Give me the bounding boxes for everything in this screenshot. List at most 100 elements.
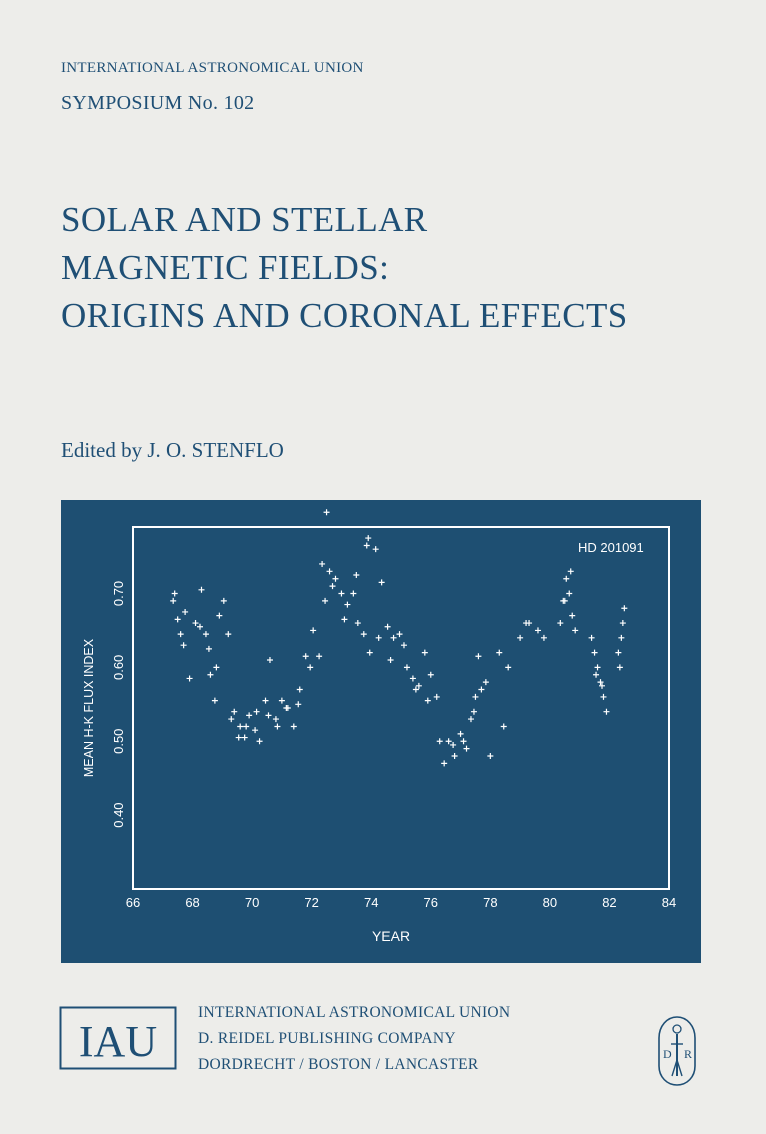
data-point (457, 730, 464, 737)
data-point (467, 716, 474, 723)
data-point (290, 723, 297, 730)
data-point (202, 631, 209, 638)
y-tick-label: 0.60 (111, 655, 126, 680)
data-point (353, 572, 360, 579)
data-point (225, 631, 232, 638)
data-point (534, 627, 541, 634)
data-point (307, 664, 314, 671)
editor-credit: Edited by J. O. STENFLO (61, 438, 284, 462)
data-point (400, 642, 407, 649)
publisher-line-1: INTERNATIONAL ASTRONOMICAL UNION (198, 1004, 511, 1021)
data-point (296, 686, 303, 693)
data-point (198, 586, 205, 593)
data-point (186, 675, 193, 682)
data-point (593, 671, 600, 678)
reidel-logo-letter-r: R (684, 1047, 692, 1061)
data-point (344, 601, 351, 608)
data-point (621, 605, 628, 612)
data-point (387, 656, 394, 663)
data-point (375, 634, 382, 641)
data-point (441, 760, 448, 767)
data-point (540, 634, 547, 641)
data-point (619, 620, 626, 627)
x-tick-label: 82 (602, 895, 616, 910)
data-point (182, 608, 189, 615)
data-point (213, 664, 220, 671)
data-point (600, 693, 607, 700)
data-point (237, 723, 244, 730)
data-point (615, 649, 622, 656)
data-point (354, 620, 361, 627)
data-point (460, 738, 467, 745)
data-point (463, 745, 470, 752)
data-point (396, 631, 403, 638)
data-point (563, 575, 570, 582)
publisher-line-3: DORDRECHT / BOSTON / LANCASTER (198, 1056, 479, 1073)
data-point (283, 705, 290, 711)
x-tick-label: 80 (543, 895, 557, 910)
data-point (478, 686, 485, 693)
data-point (207, 671, 214, 678)
data-point (323, 509, 330, 516)
data-point (451, 753, 458, 760)
y-axis-label: MEAN H-K FLUX INDEX (82, 638, 96, 777)
data-point (319, 560, 326, 567)
publisher-line-2: D. REIDEL PUBLISHING COMPANY (198, 1030, 456, 1047)
data-point (295, 701, 302, 708)
x-tick-label: 78 (483, 895, 497, 910)
data-point (517, 634, 524, 641)
data-point (177, 631, 184, 638)
data-point (412, 686, 419, 693)
data-point (618, 634, 625, 641)
data-point (566, 590, 573, 597)
data-point (332, 575, 339, 582)
data-point (197, 623, 203, 630)
data-point (523, 620, 530, 627)
data-point (470, 708, 477, 715)
reidel-logo: D R (658, 1016, 696, 1086)
data-point (415, 682, 422, 689)
iau-logo: IAU (59, 1006, 177, 1070)
series-name: INTERNATIONAL ASTRONOMICAL UNION (61, 60, 364, 76)
data-point (588, 634, 595, 641)
x-tick-label: 68 (185, 895, 199, 910)
data-point (487, 753, 494, 760)
data-point (594, 664, 601, 671)
data-point (266, 656, 273, 663)
data-point (241, 734, 248, 741)
data-point (329, 583, 336, 590)
data-point (424, 697, 431, 704)
data-point (475, 653, 482, 660)
data-point (180, 642, 187, 649)
data-point (341, 616, 348, 623)
data-point (231, 708, 238, 715)
x-tick-label: 70 (245, 895, 259, 910)
data-point (360, 631, 367, 638)
y-tick-label: 0.70 (111, 581, 126, 606)
data-point (174, 616, 181, 623)
data-point (421, 649, 428, 656)
data-point (500, 723, 507, 730)
data-point (338, 590, 345, 597)
data-point (561, 597, 568, 604)
data-point (205, 645, 212, 652)
data-point (262, 697, 269, 704)
x-tick-label: 84 (662, 895, 676, 910)
data-point (597, 679, 604, 686)
data-point (171, 590, 178, 597)
reidel-logo-letter-d: D (663, 1047, 672, 1061)
data-point (427, 671, 434, 678)
x-axis-label: YEAR (372, 928, 410, 944)
data-point (409, 675, 416, 682)
data-point (216, 612, 223, 619)
data-point (472, 693, 479, 700)
x-tick-label: 74 (364, 895, 378, 910)
title-line-3: ORIGINS AND CORONAL EFFECTS (61, 296, 628, 335)
data-point (310, 627, 317, 634)
data-point (316, 653, 323, 660)
data-points (170, 509, 628, 767)
data-point (211, 697, 218, 704)
x-tick-label: 66 (126, 895, 140, 910)
data-point (322, 597, 329, 604)
iau-logo-text: IAU (79, 1017, 157, 1066)
